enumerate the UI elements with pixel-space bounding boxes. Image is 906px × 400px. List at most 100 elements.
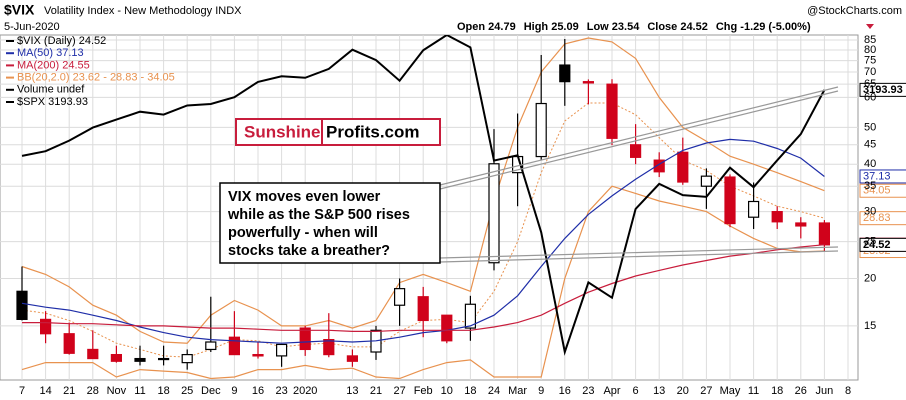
price-tag-box	[859, 183, 906, 198]
price-tag: 37.13	[863, 170, 891, 182]
x-tick-label: 16	[559, 385, 571, 397]
y-tick-label: 75	[864, 55, 876, 67]
x-tick-label: 6	[633, 385, 639, 397]
x-tick-label: Apr	[603, 385, 620, 397]
price-tag-box	[859, 211, 906, 226]
candle-body	[582, 81, 595, 84]
x-tick-label: 24	[488, 385, 500, 397]
price-tag: 3193.93	[863, 84, 903, 96]
annotation-line: VIX moves even lower	[228, 189, 381, 205]
down-arrow	[866, 24, 874, 29]
candle-body	[252, 353, 264, 357]
x-tick-label: 16	[252, 385, 264, 397]
y-tick-label: 25	[864, 236, 876, 248]
candle-body	[795, 222, 807, 227]
candle-body	[771, 211, 783, 223]
x-tick-label: 26	[795, 385, 807, 397]
legend-label: BB(20,2.0) 23.62 - 28.83 - 34.05	[17, 72, 175, 84]
candle-body	[464, 303, 476, 329]
y-tick-label: 30	[864, 206, 876, 218]
y-tick-label: 45	[864, 139, 876, 151]
candle-body	[653, 159, 665, 173]
quote-item: Close 24.52	[647, 21, 708, 33]
candle-body	[110, 353, 123, 362]
x-tick-label: 20	[677, 385, 689, 397]
candle-body	[535, 102, 547, 158]
x-tick-label: 18	[771, 385, 783, 397]
candle-body	[299, 327, 311, 351]
x-tick-label: 23	[582, 385, 594, 397]
candle-body	[134, 357, 146, 362]
candle-body	[346, 355, 358, 362]
y-tick-label: 35	[864, 180, 876, 192]
candle-body	[441, 314, 453, 342]
x-tick-label: 27	[393, 385, 405, 397]
candle-body	[205, 341, 217, 351]
candle-body	[629, 144, 642, 158]
candle-body	[747, 200, 760, 218]
source: @StockCharts.com	[807, 5, 902, 17]
quote-item: Low 23.54	[587, 21, 640, 33]
x-tick-label: May	[720, 385, 741, 397]
x-tick-label: 2020	[293, 385, 317, 397]
y-tick-label: 85	[864, 34, 876, 46]
candle-body	[559, 64, 571, 83]
candle-body	[16, 290, 28, 320]
legend-label: Volume undef	[17, 84, 85, 96]
candle-body	[818, 222, 831, 246]
x-tick-label: 23	[275, 385, 287, 397]
x-tick-label: 27	[700, 385, 712, 397]
price-tag: 28.83	[863, 212, 891, 224]
candle-body	[488, 163, 500, 264]
annotation: VIX moves even lower while as the S&P 50…	[219, 182, 441, 264]
candle-body	[87, 348, 99, 360]
y-tick-label: 50	[864, 121, 876, 133]
candle-body	[606, 83, 618, 139]
spx-line	[21, 35, 826, 356]
candle-body	[181, 353, 193, 364]
x-tick-label: 25	[181, 385, 193, 397]
candle-body	[323, 338, 335, 356]
annotation-line: while as the S&P 500 rises	[227, 207, 410, 223]
price-tag: 34.05	[863, 185, 891, 197]
y-tick-label: 15	[864, 320, 876, 332]
legend-label: MA(50) 37.13	[17, 47, 84, 59]
quote-item: High 25.09	[524, 21, 579, 33]
quote: Open 24.79 High 25.09 Low 23.54 Close 24.52…	[457, 21, 811, 33]
y-tick-label: 60	[864, 91, 876, 103]
legend-label: $VIX (Daily) 24.52	[17, 35, 106, 47]
candle-body	[228, 336, 240, 356]
candle-body	[276, 343, 288, 357]
price-tag: 24.52	[863, 239, 891, 251]
logo-right: Profits.com	[326, 122, 420, 141]
x-tick-label: Dec	[201, 385, 221, 397]
bb-lower	[21, 185, 825, 380]
x-tick-label: Feb	[414, 385, 433, 397]
x-tick-label: Nov	[107, 385, 127, 397]
candle-body	[63, 333, 75, 354]
y-tick-label: 80	[864, 44, 876, 56]
price-tag-box	[859, 169, 906, 184]
annotation-line: stocks take a breather?	[228, 243, 390, 259]
x-tick-label: 10	[441, 385, 453, 397]
candle-body	[158, 357, 170, 361]
x-tick-label: Jun	[816, 385, 834, 397]
logo: Sunshine Profits.com	[235, 118, 441, 146]
legend-label: $SPX 3193.93	[17, 96, 88, 108]
price-tag-box	[859, 237, 906, 252]
x-tick-label: 21	[63, 385, 75, 397]
annotation-line: powerfully - when will	[228, 225, 378, 241]
x-tick-label: 9	[231, 385, 237, 397]
x-tick-label: 28	[87, 385, 99, 397]
x-tick-label: 7	[19, 385, 25, 397]
candle-body	[417, 296, 429, 322]
y-tick-label: 70	[864, 66, 876, 78]
x-tick-label: 13	[653, 385, 665, 397]
y-tick-label: 20	[864, 272, 876, 284]
title: Volatility Index - New Methodology INDX	[44, 5, 242, 17]
x-tick-label: 18	[157, 385, 169, 397]
x-tick-label: 11	[748, 385, 759, 397]
